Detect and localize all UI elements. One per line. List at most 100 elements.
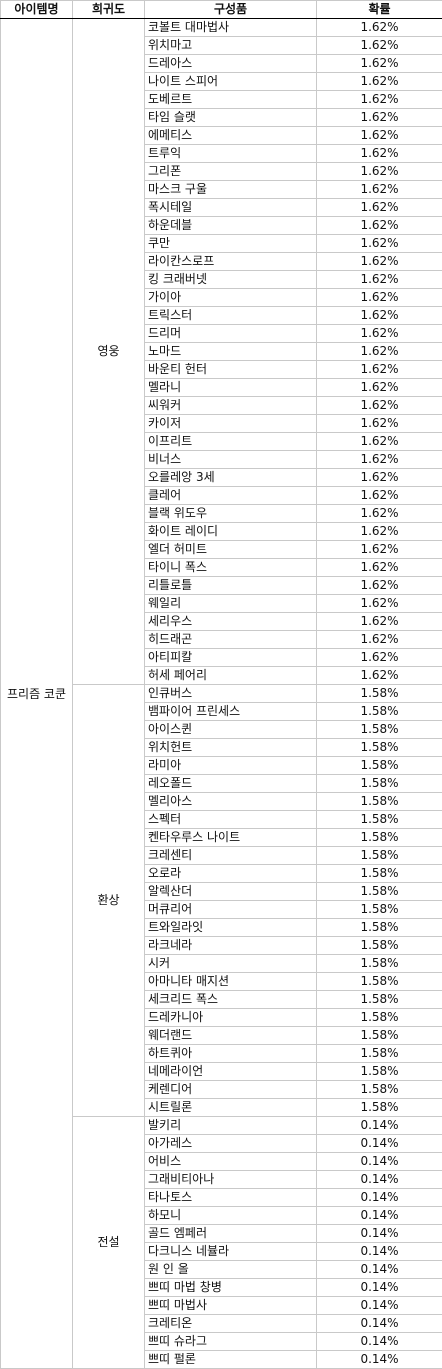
- table-row: 그리폰 1.62%: [1, 162, 442, 181]
- component-cell: 세리우스: [144, 612, 317, 631]
- probability-cell: 1.62%: [316, 288, 442, 307]
- component-cell: 위치마고: [144, 36, 317, 55]
- table-row: 크레티온 0.14%: [1, 1314, 442, 1333]
- probability-cell: 1.62%: [316, 342, 442, 361]
- probability-cell: 1.58%: [316, 1062, 442, 1081]
- component-cell: 라이칸스로프: [144, 252, 317, 271]
- component-cell: 쁘띠 마법 창병: [144, 1278, 317, 1297]
- component-cell: 도베르트: [144, 90, 317, 109]
- component-cell: 드레아스: [144, 54, 317, 73]
- probability-cell: 1.58%: [316, 702, 442, 721]
- table-row: 케렌디어 1.58%: [1, 1080, 442, 1099]
- probability-cell: 0.14%: [316, 1260, 442, 1279]
- component-cell: 쁘띠 마법사: [144, 1296, 317, 1315]
- probability-cell: 1.62%: [316, 396, 442, 415]
- component-cell: 레오폴드: [144, 774, 317, 793]
- table-row: 타임 슬랫 1.62%: [1, 108, 442, 127]
- table-row: 쁘띠 마법사 0.14%: [1, 1296, 442, 1315]
- probability-cell: 1.58%: [316, 792, 442, 811]
- table-row: 라미아 1.58%: [1, 756, 442, 775]
- table-row: 노마드 1.62%: [1, 342, 442, 361]
- component-cell: 웨더랜드: [144, 1026, 317, 1045]
- probability-cell: 1.58%: [316, 810, 442, 829]
- probability-cell: 1.62%: [316, 162, 442, 181]
- probability-cell: 1.62%: [316, 558, 442, 577]
- table-row: 타나토스 0.14%: [1, 1188, 442, 1207]
- component-cell: 가이아: [144, 288, 317, 307]
- rarity-cell: 영웅: [72, 18, 145, 685]
- table-row: 카이저 1.62%: [1, 414, 442, 433]
- component-cell: 뱀파이어 프린세스: [144, 702, 317, 721]
- component-cell: 노마드: [144, 342, 317, 361]
- table-row: 위치헌트 1.58%: [1, 738, 442, 757]
- component-cell: 화이트 레이디: [144, 522, 317, 541]
- table-row: 알렉산더 1.58%: [1, 882, 442, 901]
- table-row: 나이트 스피어 1.62%: [1, 72, 442, 91]
- probability-cell: 1.62%: [316, 594, 442, 613]
- header-row: 아이템명 희귀도 구성품 확률: [0, 0, 442, 19]
- component-cell: 카이저: [144, 414, 317, 433]
- probability-cell: 1.62%: [316, 360, 442, 379]
- probability-cell: 1.62%: [316, 18, 442, 37]
- component-cell: 이프리트: [144, 432, 317, 451]
- table-row: 머큐리어 1.58%: [1, 900, 442, 919]
- component-cell: 웨일리: [144, 594, 317, 613]
- component-cell: 시커: [144, 954, 317, 973]
- table-row: 웨일리 1.62%: [1, 594, 442, 613]
- component-cell: 알렉산더: [144, 882, 317, 901]
- probability-cell: 1.62%: [316, 216, 442, 235]
- probability-cell: 1.58%: [316, 756, 442, 775]
- probability-cell: 1.62%: [316, 378, 442, 397]
- table-row: 전설 발키리 0.14%: [1, 1116, 442, 1369]
- probability-cell: 1.62%: [316, 630, 442, 649]
- header-rarity: 희귀도: [72, 0, 145, 19]
- probability-cell: 0.14%: [316, 1242, 442, 1261]
- probability-cell: 1.62%: [316, 252, 442, 271]
- probability-cell: 1.62%: [316, 54, 442, 73]
- component-cell: 쁘띠 펄론: [144, 1350, 317, 1369]
- table-row: 드리머 1.62%: [1, 324, 442, 343]
- probability-cell: 1.62%: [316, 234, 442, 253]
- component-cell: 오로라: [144, 864, 317, 883]
- probability-cell: 1.62%: [316, 432, 442, 451]
- probability-cell: 1.58%: [316, 774, 442, 793]
- component-cell: 트릭스터: [144, 306, 317, 325]
- component-cell: 다크니스 네뷸라: [144, 1242, 317, 1261]
- component-cell: 허세 페어리: [144, 666, 317, 685]
- probability-cell: 1.62%: [316, 414, 442, 433]
- probability-cell: 1.62%: [316, 144, 442, 163]
- table-body: 프리즘 코쿤 영웅 코볼트 대마법사 1.62% 위치마고 1.62% 드레아스 1.62% 나…: [0, 18, 442, 1369]
- probability-cell: 1.58%: [316, 684, 442, 703]
- probability-cell: 1.58%: [316, 990, 442, 1009]
- probability-cell: 0.14%: [316, 1314, 442, 1333]
- table-row: 아가레스 0.14%: [1, 1134, 442, 1153]
- probability-cell: 1.62%: [316, 126, 442, 145]
- component-cell: 나이트 스피어: [144, 72, 317, 91]
- table-row: 트루익 1.62%: [1, 144, 442, 163]
- table-row: 드레카니아 1.58%: [1, 1008, 442, 1027]
- component-cell: 비너스: [144, 450, 317, 469]
- component-cell: 드리머: [144, 324, 317, 343]
- component-cell: 하운데블: [144, 216, 317, 235]
- probability-cell: 0.14%: [316, 1224, 442, 1243]
- probability-cell: 1.58%: [316, 1098, 442, 1117]
- probability-cell: 1.58%: [316, 1008, 442, 1027]
- table-row: 네메라이언 1.58%: [1, 1062, 442, 1081]
- probability-cell: 1.62%: [316, 504, 442, 523]
- component-cell: 세크리드 폭스: [144, 990, 317, 1009]
- probability-cell: 1.58%: [316, 918, 442, 937]
- table-row: 화이트 레이디 1.62%: [1, 522, 442, 541]
- probability-cell: 1.62%: [316, 486, 442, 505]
- probability-cell: 1.62%: [316, 180, 442, 199]
- table-row: 프리즘 코쿤 영웅 코볼트 대마법사 1.62%: [0, 18, 442, 1369]
- probability-cell: 1.62%: [316, 522, 442, 541]
- table-row: 오를레앙 3세 1.62%: [1, 468, 442, 487]
- component-cell: 리틀로틀: [144, 576, 317, 595]
- table-row: 마스크 구울 1.62%: [1, 180, 442, 199]
- header-probability: 확률: [316, 0, 442, 19]
- table-row: 뱀파이어 프린세스 1.58%: [1, 702, 442, 721]
- component-cell: 쁘띠 슈라그: [144, 1332, 317, 1351]
- component-cell: 킹 크래버넷: [144, 270, 317, 289]
- component-cell: 오를레앙 3세: [144, 468, 317, 487]
